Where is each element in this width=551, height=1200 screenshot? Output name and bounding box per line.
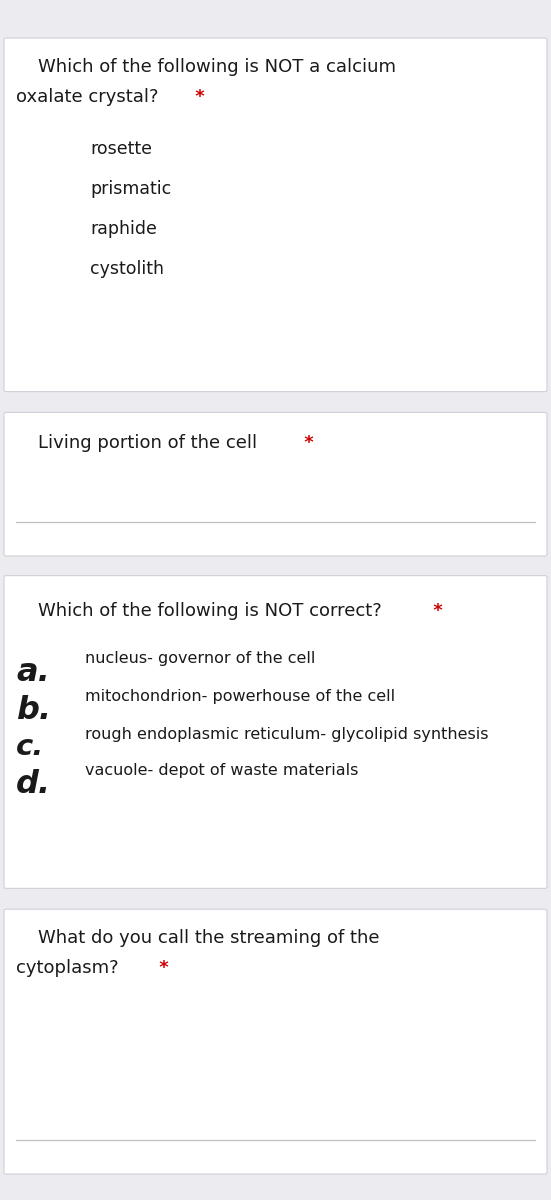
FancyBboxPatch shape <box>4 576 547 888</box>
Text: cytoplasm?: cytoplasm? <box>16 959 118 977</box>
Text: rosette: rosette <box>90 140 152 158</box>
Text: Which of the following is NOT a calcium: Which of the following is NOT a calcium <box>38 58 396 76</box>
Text: *: * <box>427 601 443 619</box>
FancyBboxPatch shape <box>4 910 547 1174</box>
Text: a.: a. <box>16 656 50 688</box>
Text: nucleus- governor of the cell: nucleus- governor of the cell <box>85 650 315 666</box>
FancyBboxPatch shape <box>4 413 547 556</box>
FancyBboxPatch shape <box>4 38 547 391</box>
Text: b.: b. <box>16 695 51 726</box>
Text: oxalate crystal?: oxalate crystal? <box>16 88 159 106</box>
Text: Which of the following is NOT correct?: Which of the following is NOT correct? <box>38 601 382 619</box>
Text: prismatic: prismatic <box>90 180 171 198</box>
Text: *: * <box>153 959 169 977</box>
Text: Living portion of the cell: Living portion of the cell <box>38 434 257 452</box>
Text: *: * <box>298 434 314 452</box>
Text: c.: c. <box>16 732 45 761</box>
Text: What do you call the streaming of the: What do you call the streaming of the <box>38 929 380 947</box>
Text: raphide: raphide <box>90 220 157 238</box>
Text: d.: d. <box>16 769 51 799</box>
Text: mitochondrion- powerhouse of the cell: mitochondrion- powerhouse of the cell <box>85 689 395 703</box>
Text: rough endoplasmic reticulum- glycolipid synthesis: rough endoplasmic reticulum- glycolipid … <box>85 726 489 742</box>
Text: *: * <box>189 88 205 106</box>
Text: vacuole- depot of waste materials: vacuole- depot of waste materials <box>85 763 358 778</box>
Text: cystolith: cystolith <box>90 260 164 278</box>
